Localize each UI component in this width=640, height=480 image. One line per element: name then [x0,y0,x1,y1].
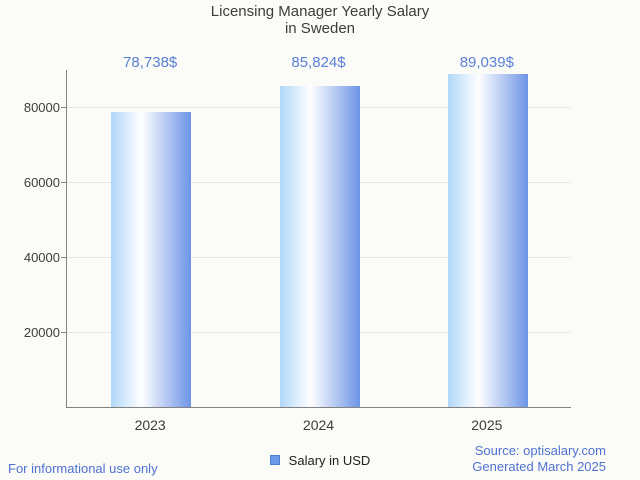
y-tick-label: 20000 [23,325,60,341]
x-tick-label: 2025 [471,417,503,433]
legend-label: Salary in USD [288,452,371,468]
y-axis-tick [61,107,66,109]
chart-title-line1: Licensing Manager Yearly Salary [210,3,430,20]
plot-area [61,70,571,408]
legend-swatch-icon [269,455,280,465]
source-text: Source: optisalary.com [474,443,606,458]
bar-2023 [111,112,192,407]
generated-text: Generated March 2025 [472,459,606,474]
y-tick-label: 40000 [23,250,60,266]
disclaimer-text: For informational use only [8,461,158,476]
x-tick-label: 2023 [134,417,166,433]
y-axis-tick [61,332,66,334]
y-tick-label: 60000 [23,175,60,191]
bar-value-label: 78,738$ [123,54,178,71]
chart-title: Licensing Manager Yearly Salary in Swede… [0,3,640,37]
bar-value-label: 89,039$ [459,54,514,71]
source-info: Source: optisalary.com Generated March 2… [472,443,606,475]
y-axis-tick [61,257,66,259]
y-axis-tick [61,182,66,184]
bar-2025 [447,73,528,407]
bar-value-label: 85,824$ [291,54,346,71]
y-tick-label: 80000 [23,100,60,116]
bar-2024 [279,85,360,407]
x-tick-label: 2024 [302,417,335,433]
chart-title-line2: in Sweden [284,20,356,37]
legend: Salary in USD [0,452,640,468]
